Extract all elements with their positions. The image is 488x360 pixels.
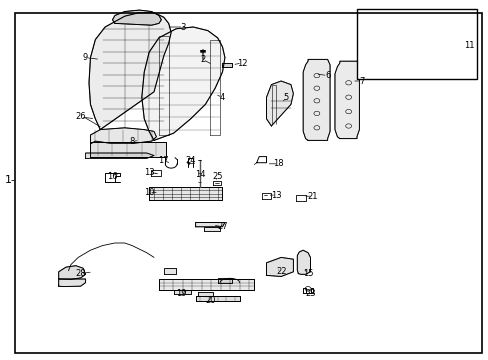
Polygon shape [163,268,176,274]
Polygon shape [89,13,171,130]
Polygon shape [59,266,85,279]
Text: 8: 8 [129,137,134,146]
Text: 20: 20 [204,296,215,305]
Polygon shape [195,222,224,227]
Text: 24: 24 [185,156,196,165]
Polygon shape [90,142,166,157]
Text: 7: 7 [359,77,364,85]
Text: 19: 19 [175,289,186,298]
Text: 15: 15 [302,269,313,278]
Polygon shape [266,81,293,126]
Text: 27: 27 [217,222,227,231]
Polygon shape [198,292,212,296]
Text: 10: 10 [143,188,154,197]
Polygon shape [85,153,154,158]
Text: 18: 18 [273,159,284,168]
Text: 9: 9 [83,53,88,62]
Polygon shape [59,279,85,287]
Polygon shape [334,61,359,139]
Text: 11: 11 [463,40,474,49]
Polygon shape [112,10,161,25]
Polygon shape [195,296,239,301]
Text: 16: 16 [107,172,118,181]
Polygon shape [266,257,293,276]
Text: 26: 26 [75,112,86,121]
Polygon shape [173,290,190,294]
Polygon shape [90,128,156,144]
Polygon shape [222,63,232,67]
Text: 3: 3 [181,22,185,31]
Text: 14: 14 [195,170,205,179]
Text: 13: 13 [270,191,281,199]
Polygon shape [142,27,224,140]
Text: 28: 28 [75,269,86,278]
Text: 12: 12 [236,58,247,68]
Text: 23: 23 [305,289,315,298]
Polygon shape [159,279,254,290]
Polygon shape [149,187,222,200]
Text: 17: 17 [158,156,169,165]
Text: 4: 4 [220,93,224,102]
Polygon shape [204,227,220,231]
Polygon shape [365,41,388,59]
Text: 2: 2 [200,55,205,64]
Polygon shape [303,59,329,140]
Text: 22: 22 [275,267,286,276]
Text: 5: 5 [283,93,288,102]
Text: 1-: 1- [5,175,16,185]
Text: 13: 13 [143,168,154,177]
Text: 25: 25 [212,172,223,181]
Bar [356,9,476,79]
Polygon shape [217,278,232,283]
Text: 6: 6 [325,71,329,80]
Polygon shape [390,44,408,58]
Text: 21: 21 [307,192,318,201]
Polygon shape [297,250,310,274]
